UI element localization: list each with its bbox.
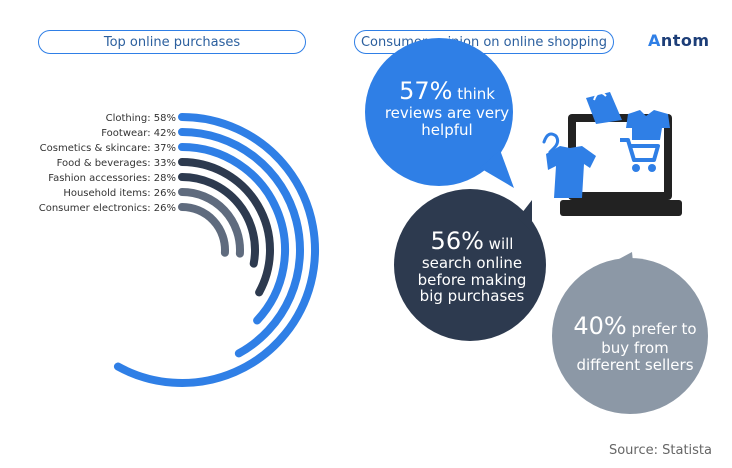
opinion-search: 56% will search online before making big… xyxy=(396,228,548,305)
t-shirt-icon xyxy=(626,110,670,140)
arc-fashion-accessories xyxy=(178,173,259,268)
opinion-sellers-line1: prefer to xyxy=(631,320,697,338)
arc-footwear xyxy=(178,128,304,358)
arc-clothing xyxy=(113,113,319,387)
bubble-search xyxy=(394,189,546,341)
opinion-sellers: 40% prefer to buy from different sellers xyxy=(560,313,710,373)
opinion-reviews: 57% think reviews are very helpful xyxy=(372,78,522,138)
opinion-sellers-value: 40% xyxy=(573,312,627,340)
chart-arcs xyxy=(113,113,319,387)
bubble-reviews xyxy=(365,38,514,188)
arc-household-items xyxy=(178,188,244,258)
label-fashion-accessories: Fashion accessories: 28% xyxy=(48,173,176,184)
opinion-reviews-line3: helpful xyxy=(421,120,473,139)
label-food-beverages: Food & beverages: 33% xyxy=(57,158,176,169)
opinion-reviews-line2: reviews are very xyxy=(384,103,510,122)
hanger-icon xyxy=(542,132,596,198)
top-purchases-title: Top online purchases xyxy=(38,30,306,54)
source-note: Source: Statista xyxy=(608,443,712,458)
label-clothing: Clothing: 58% xyxy=(106,113,176,124)
arc-consumer-electronics xyxy=(178,203,229,257)
chart-labels: Clothing: 58% Footwear: 42% Cosmetics & sk… xyxy=(39,113,176,214)
opinion-sellers-line2: buy from xyxy=(601,338,669,357)
opinion-reviews-line1: think xyxy=(457,85,495,103)
opinion-sellers-line3: different sellers xyxy=(576,355,694,374)
opinion-search-value: 56% xyxy=(430,227,484,255)
shopping-cart-icon xyxy=(620,138,660,172)
bubble-sellers xyxy=(552,252,708,414)
label-footwear: Footwear: 42% xyxy=(101,128,176,139)
arc-cosmetics-skincare xyxy=(178,143,289,325)
label-consumer-electronics: Consumer electronics: 26% xyxy=(39,203,176,214)
brand-logo: Antom xyxy=(648,31,710,50)
opinion-search-line3: before making xyxy=(417,270,527,289)
shopping-bag-icon xyxy=(586,91,622,124)
label-cosmetics-skincare: Cosmetics & skincare: 37% xyxy=(40,143,176,154)
arc-food-beverages xyxy=(178,158,274,297)
opinion-search-line2: search online xyxy=(421,253,523,272)
opinion-search-line1: will xyxy=(488,235,514,253)
opinion-search-line4: big purchases xyxy=(419,287,525,306)
opinion-reviews-value: 57% xyxy=(399,77,453,105)
logo-mark-icon: A xyxy=(648,31,661,50)
label-household-items: Household items: 26% xyxy=(63,188,176,199)
